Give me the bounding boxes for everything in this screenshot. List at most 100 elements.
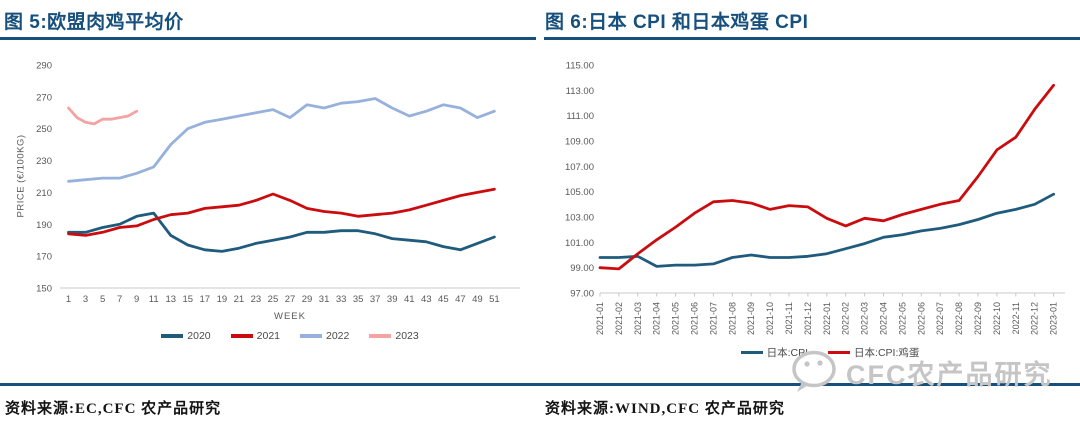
svg-text:2022-03: 2022-03 [860,302,870,335]
svg-text:2022-02: 2022-02 [841,302,851,335]
svg-text:270: 270 [36,92,52,103]
svg-text:47: 47 [455,294,466,305]
svg-text:49: 49 [472,294,483,305]
wechat-icon [792,350,836,392]
svg-text:2021-10: 2021-10 [765,302,775,335]
svg-text:51: 51 [489,294,500,305]
svg-text:2022-08: 2022-08 [954,302,964,335]
svg-text:101.00: 101.00 [565,238,594,249]
right-title-underline [544,37,1080,40]
svg-text:2021-11: 2021-11 [784,302,794,334]
svg-text:105.00: 105.00 [565,187,594,198]
svg-text:3: 3 [83,294,88,305]
svg-text:2022-11: 2022-11 [1011,302,1021,334]
svg-text:190: 190 [36,220,52,231]
left-chart-title: 图 5:欧盟肉鸡平均价 [4,12,184,33]
watermark-text: CFC农产品研究 [846,359,1053,390]
legend-label: 2020 [187,330,211,342]
legend-swatch [161,334,184,338]
svg-text:19: 19 [217,294,228,305]
svg-text:15: 15 [182,294,193,305]
svg-text:111.00: 111.00 [566,111,594,122]
svg-text:250: 250 [36,124,52,135]
svg-text:2021-03: 2021-03 [633,302,643,335]
svg-text:17: 17 [200,294,211,305]
svg-text:37: 37 [370,294,381,305]
svg-text:2022-10: 2022-10 [992,302,1002,335]
svg-text:33: 33 [336,294,347,305]
svg-text:170: 170 [36,252,52,263]
svg-text:230: 230 [36,156,52,167]
legend-label: 日本:CPI [766,347,809,359]
svg-text:45: 45 [438,294,449,305]
left-title-underline [0,37,536,40]
legend-item: 2021 [230,330,280,342]
right-chart-title: 图 6:日本 CPI 和日本鸡蛋 CPI [545,12,809,33]
left-chart-legend: 2020 2021 2022 2023 [40,330,540,342]
svg-text:2023-01: 2023-01 [1049,302,1059,335]
svg-text:23: 23 [251,294,262,305]
legend-label: 2023 [395,330,419,342]
legend-swatch [230,334,253,338]
svg-text:290: 290 [36,61,52,72]
svg-text:97.00: 97.00 [570,289,594,300]
svg-text:2022-01: 2022-01 [822,302,832,335]
svg-text:150: 150 [36,284,52,295]
bottom-divider-rule [0,383,1080,386]
svg-text:7: 7 [117,294,122,305]
right-chart-legend: 日本:CPI 日本:CPI:鸡蛋 [580,345,1080,360]
legend-label: 2021 [256,330,280,342]
left-x-axis-label: WEEK [274,311,306,322]
svg-text:2021-06: 2021-06 [690,302,700,335]
legend-label: 日本:CPI:鸡蛋 [854,347,920,359]
left-source-note: 资料来源:EC,CFC 农产品研究 [5,401,222,417]
svg-text:2021-12: 2021-12 [803,302,813,335]
legend-label: 2022 [326,330,350,342]
svg-text:39: 39 [387,294,398,305]
right-source-note: 资料来源:WIND,CFC 农产品研究 [545,401,785,417]
svg-text:9: 9 [134,294,139,305]
svg-text:11: 11 [149,294,159,305]
legend-item: 2023 [369,330,419,342]
svg-text:2021-05: 2021-05 [671,302,681,335]
legend-item: 日本:CPI [740,345,809,360]
japan-cpi-chart: 97.00 99.00 101.00 103.00 105.00 107.00 109.00… [565,61,1065,335]
legend-swatch [300,334,322,338]
legend-swatch [828,350,851,355]
svg-text:21: 21 [234,294,245,305]
legend-item: 日本:CPI:鸡蛋 [828,345,919,360]
svg-text:109.00: 109.00 [565,137,594,148]
svg-text:2022-05: 2022-05 [897,302,907,335]
svg-text:103.00: 103.00 [565,213,594,224]
svg-text:210: 210 [36,188,52,199]
svg-text:107.00: 107.00 [565,162,594,173]
svg-text:2022-09: 2022-09 [973,302,983,335]
legend-item: 2020 [161,330,211,342]
svg-text:43: 43 [421,294,432,305]
watermark: CFC农产品研究 [790,350,1053,394]
svg-text:2021-08: 2021-08 [727,302,737,335]
legend-swatch [740,350,763,355]
legend-item: 2022 [300,330,349,342]
svg-text:13: 13 [165,294,176,305]
svg-text:27: 27 [285,294,296,305]
svg-text:25: 25 [268,294,279,305]
svg-text:113.00: 113.00 [566,86,594,97]
svg-text:2022-07: 2022-07 [935,302,945,335]
svg-text:35: 35 [353,294,364,305]
svg-text:29: 29 [302,294,313,305]
svg-text:2021-07: 2021-07 [708,302,718,335]
svg-text:2022-06: 2022-06 [916,302,926,335]
svg-text:1: 1 [66,294,71,305]
svg-text:2021-09: 2021-09 [746,302,756,335]
svg-text:2021-01: 2021-01 [595,302,605,335]
svg-text:41: 41 [404,294,415,305]
svg-text:2021-02: 2021-02 [614,302,624,335]
svg-text:31: 31 [319,294,330,305]
svg-text:2022-12: 2022-12 [1030,302,1040,335]
legend-swatch [369,334,392,338]
svg-text:2022-04: 2022-04 [879,302,889,335]
svg-text:115.00: 115.00 [566,61,594,72]
svg-text:2021-04: 2021-04 [652,302,662,335]
